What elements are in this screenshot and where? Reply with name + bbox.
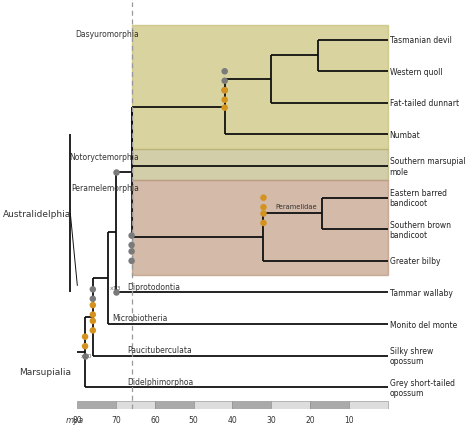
Point [128, 242, 136, 249]
Text: Didelphimorphoa: Didelphimorphoa [128, 377, 194, 386]
Bar [232, 402, 271, 412]
Text: Monito del monte: Monito del monte [390, 320, 457, 329]
Text: 60: 60 [150, 415, 160, 424]
Point [221, 78, 228, 85]
Point [128, 248, 136, 255]
Point [260, 210, 267, 217]
Bar [132, 150, 388, 181]
Point [260, 220, 267, 227]
Text: Grey short-tailed
opossum: Grey short-tailed opossum [390, 378, 455, 397]
Text: Fat-tailed dunnart: Fat-tailed dunnart [390, 99, 459, 108]
Text: 10: 10 [344, 415, 354, 424]
Point [89, 296, 97, 302]
Point [81, 334, 89, 340]
Text: Western quoll: Western quoll [390, 68, 442, 77]
Text: Dasyuromorphia: Dasyuromorphia [76, 29, 139, 38]
Text: x13: x13 [110, 285, 122, 291]
Bar [116, 402, 155, 412]
Bar [77, 402, 116, 412]
Point [221, 69, 228, 75]
Bar [349, 402, 388, 412]
Text: Southern brown
bandicoot: Southern brown bandicoot [390, 220, 450, 239]
Point [221, 88, 228, 95]
Point [89, 311, 97, 318]
Point [81, 352, 89, 359]
Point [81, 343, 89, 350]
Text: 30: 30 [266, 415, 276, 424]
Point [221, 88, 228, 95]
Text: Tammar wallaby: Tammar wallaby [390, 288, 452, 297]
Text: Australidelphia: Australidelphia [3, 210, 72, 219]
Bar [310, 402, 349, 412]
Bar [194, 402, 232, 412]
Point [112, 169, 120, 176]
Text: 50: 50 [189, 415, 199, 424]
Text: Numbat: Numbat [390, 131, 420, 140]
Bar [132, 181, 388, 276]
Text: Peramelemorphia: Peramelemorphia [72, 184, 139, 193]
Text: Southern marsupial
mole: Southern marsupial mole [390, 157, 465, 176]
Text: 40: 40 [228, 415, 237, 424]
Text: Microbiotheria: Microbiotheria [112, 314, 168, 323]
Bar [271, 402, 310, 412]
Text: Silky shrew
opossum: Silky shrew opossum [390, 346, 433, 366]
Point [128, 258, 136, 265]
Text: mya: mya [66, 415, 84, 424]
Text: Notoryctemorphia: Notoryctemorphia [70, 153, 139, 161]
Text: Peramelidae: Peramelidae [275, 203, 317, 209]
Text: Eastern barred
bandicoot: Eastern barred bandicoot [390, 189, 447, 208]
Text: Tasmanian devil: Tasmanian devil [390, 36, 451, 45]
Point [89, 318, 97, 325]
Text: Greater bilby: Greater bilby [390, 257, 440, 266]
Point [89, 327, 97, 334]
Point [260, 204, 267, 211]
Text: Marsupialia: Marsupialia [19, 367, 72, 376]
Point [89, 302, 97, 309]
Text: 20: 20 [305, 415, 315, 424]
Text: 70: 70 [111, 415, 121, 424]
Text: x10: x10 [81, 353, 92, 358]
Bar [155, 402, 194, 412]
Point [89, 286, 97, 293]
Text: 80: 80 [73, 415, 82, 424]
Bar [132, 26, 388, 150]
Point [221, 97, 228, 104]
Point [260, 195, 267, 201]
Point [128, 233, 136, 239]
Text: Paucituberculata: Paucituberculata [128, 345, 192, 354]
Point [112, 289, 120, 296]
Text: Diprotodontia: Diprotodontia [128, 282, 181, 291]
Bar [132, 26, 388, 276]
Point [221, 105, 228, 112]
